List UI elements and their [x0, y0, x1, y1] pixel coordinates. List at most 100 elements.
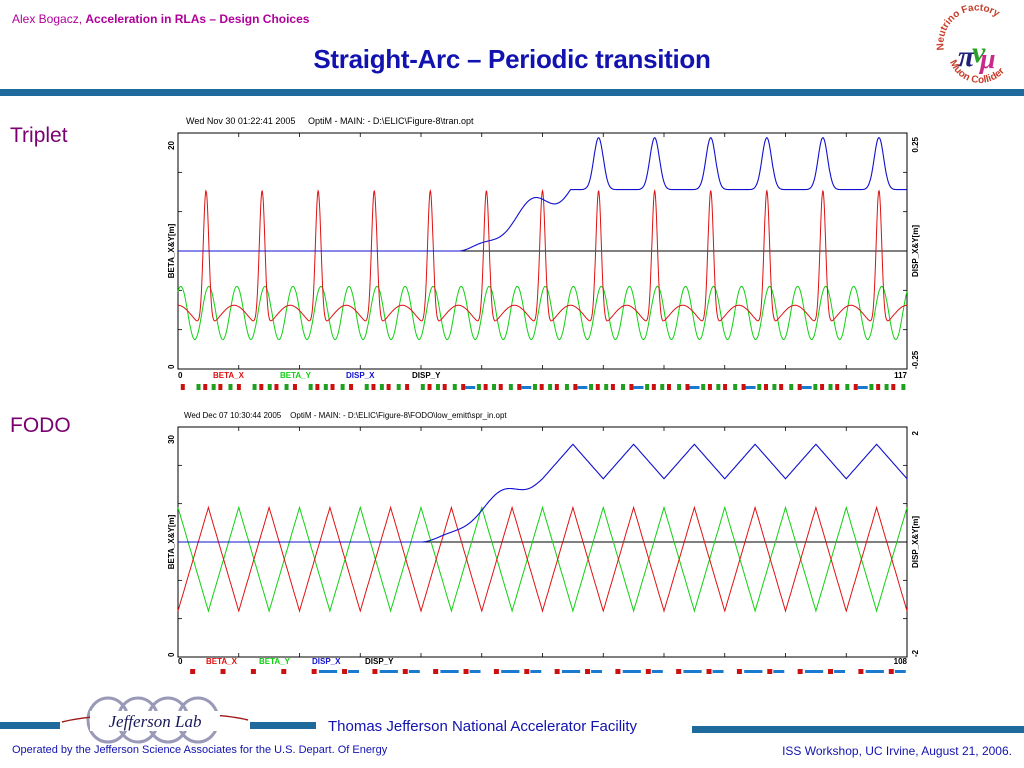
- x-end-tick-label: 117: [894, 371, 907, 380]
- author-name: Alex Bogacz,: [12, 12, 83, 26]
- magnet-element: [308, 384, 313, 390]
- magnet-element: [493, 669, 499, 674]
- triplet-program: OptiM - MAIN: - D:\ELIC\Figure-8\tran.op…: [307, 116, 474, 126]
- legend-disp-x: DISP_X: [312, 657, 341, 666]
- magnet-element: [585, 669, 591, 674]
- magnet-element: [651, 384, 656, 390]
- magnet-element: [483, 384, 488, 390]
- series-beta-y: [177, 505, 908, 613]
- magnet-element: [203, 384, 208, 390]
- y-left-top-tick-label: 30: [167, 434, 176, 443]
- svg-text:ν: ν: [972, 36, 986, 69]
- x-end-tick-label: 108: [894, 657, 908, 666]
- dipole-element: [633, 386, 644, 389]
- magnet-element: [250, 669, 256, 674]
- title-rule: [0, 89, 1024, 96]
- magnet-element: [539, 384, 544, 390]
- x-start-tick-label: 0: [178, 657, 183, 666]
- magnet-element: [813, 384, 818, 390]
- magnet-element: [463, 669, 469, 674]
- magnet-element: [666, 384, 671, 390]
- dipole-element: [440, 670, 459, 673]
- magnet-element: [427, 384, 432, 390]
- magnet-element: [196, 384, 201, 390]
- magnet-element: [564, 384, 569, 390]
- magnet-element: [615, 669, 621, 674]
- magnet-element: [476, 384, 481, 390]
- magnet-element: [330, 384, 335, 390]
- y-left-bottom-tick-label: 0: [167, 364, 176, 369]
- magnet-element: [629, 384, 634, 390]
- magnet-element: [342, 669, 348, 674]
- y-right-bottom-tick-label: -2: [911, 649, 920, 657]
- magnet-element: [706, 669, 712, 674]
- magnet-element: [259, 384, 264, 390]
- magnet-element: [405, 384, 410, 390]
- dipole-element: [834, 670, 846, 673]
- magnet-element: [548, 384, 553, 390]
- legend-beta-y: BETA_Y: [259, 657, 291, 666]
- magnet-element: [435, 384, 440, 390]
- triplet-timestamp: Wed Nov 30 01:22:41 2005: [186, 116, 296, 126]
- magnet-element: [736, 669, 742, 674]
- magnet-element: [554, 669, 560, 674]
- magnet-element: [364, 384, 369, 390]
- y-left-bottom-tick-label: 0: [167, 652, 176, 657]
- magnet-element: [660, 384, 665, 390]
- dipole-element: [712, 670, 724, 673]
- magnet-element: [396, 384, 401, 390]
- series-disp-x: [178, 443, 908, 543]
- y-right-axis-label: DISP_X&Y[m]: [911, 516, 920, 568]
- magnet-element: [853, 384, 858, 390]
- magnet-element: [190, 669, 196, 674]
- dipole-element: [561, 670, 581, 673]
- magnet-element: [220, 669, 226, 674]
- magnet-element: [645, 384, 650, 390]
- magnet-element: [252, 384, 257, 390]
- magnet-element: [340, 384, 345, 390]
- magnet-element: [284, 384, 289, 390]
- magnet-element: [386, 384, 391, 390]
- magnet-element: [604, 384, 609, 390]
- magnet-element: [349, 384, 354, 390]
- dipole-element: [801, 386, 812, 389]
- magnet-element: [701, 384, 706, 390]
- triplet-plot-header: Wed Nov 30 01:22:41 2005 OptiM - MAIN: -…: [186, 116, 473, 126]
- footer-operated-by: Operated by the Jefferson Science Associ…: [12, 744, 388, 756]
- magnet-element: [716, 384, 721, 390]
- magnet-element: [274, 384, 279, 390]
- fodo-timestamp: Wed Dec 07 10:30:44 2005: [184, 411, 282, 420]
- magnet-element: [461, 384, 466, 390]
- dipole-element: [501, 670, 520, 673]
- dipole-element: [745, 386, 756, 389]
- dipole-element: [521, 386, 532, 389]
- y-left-axis-label: BETA_X&Y[m]: [167, 514, 176, 569]
- magnet-element: [901, 384, 906, 390]
- magnet-element: [764, 384, 769, 390]
- magnet-element: [884, 384, 889, 390]
- dipole-element: [408, 670, 420, 673]
- magnet-element: [267, 384, 272, 390]
- triplet-label: Triplet: [10, 124, 68, 147]
- series-beta-y: [177, 285, 908, 341]
- magnet-element: [891, 384, 896, 390]
- magnet-element: [707, 384, 712, 390]
- magnet-element: [645, 669, 651, 674]
- magnet-element: [610, 384, 615, 390]
- magnet-element: [621, 384, 626, 390]
- jlab-logo-text: Jefferson Lab: [108, 712, 201, 731]
- magnet-element: [228, 384, 233, 390]
- dipole-element: [622, 670, 641, 673]
- magnet-element: [677, 384, 682, 390]
- dipole-element: [804, 670, 824, 673]
- y-right-bottom-tick-label: -0.25: [911, 350, 920, 369]
- magnet-element: [281, 669, 287, 674]
- magnet-element: [595, 384, 600, 390]
- magnet-element: [292, 384, 297, 390]
- dipole-element: [865, 670, 884, 673]
- dipole-element: [577, 386, 588, 389]
- series-beta-x: [178, 188, 907, 322]
- facility-name: Thomas Jefferson National Accelerator Fa…: [328, 718, 638, 735]
- magnet-element: [741, 384, 746, 390]
- dipole-element: [773, 670, 785, 673]
